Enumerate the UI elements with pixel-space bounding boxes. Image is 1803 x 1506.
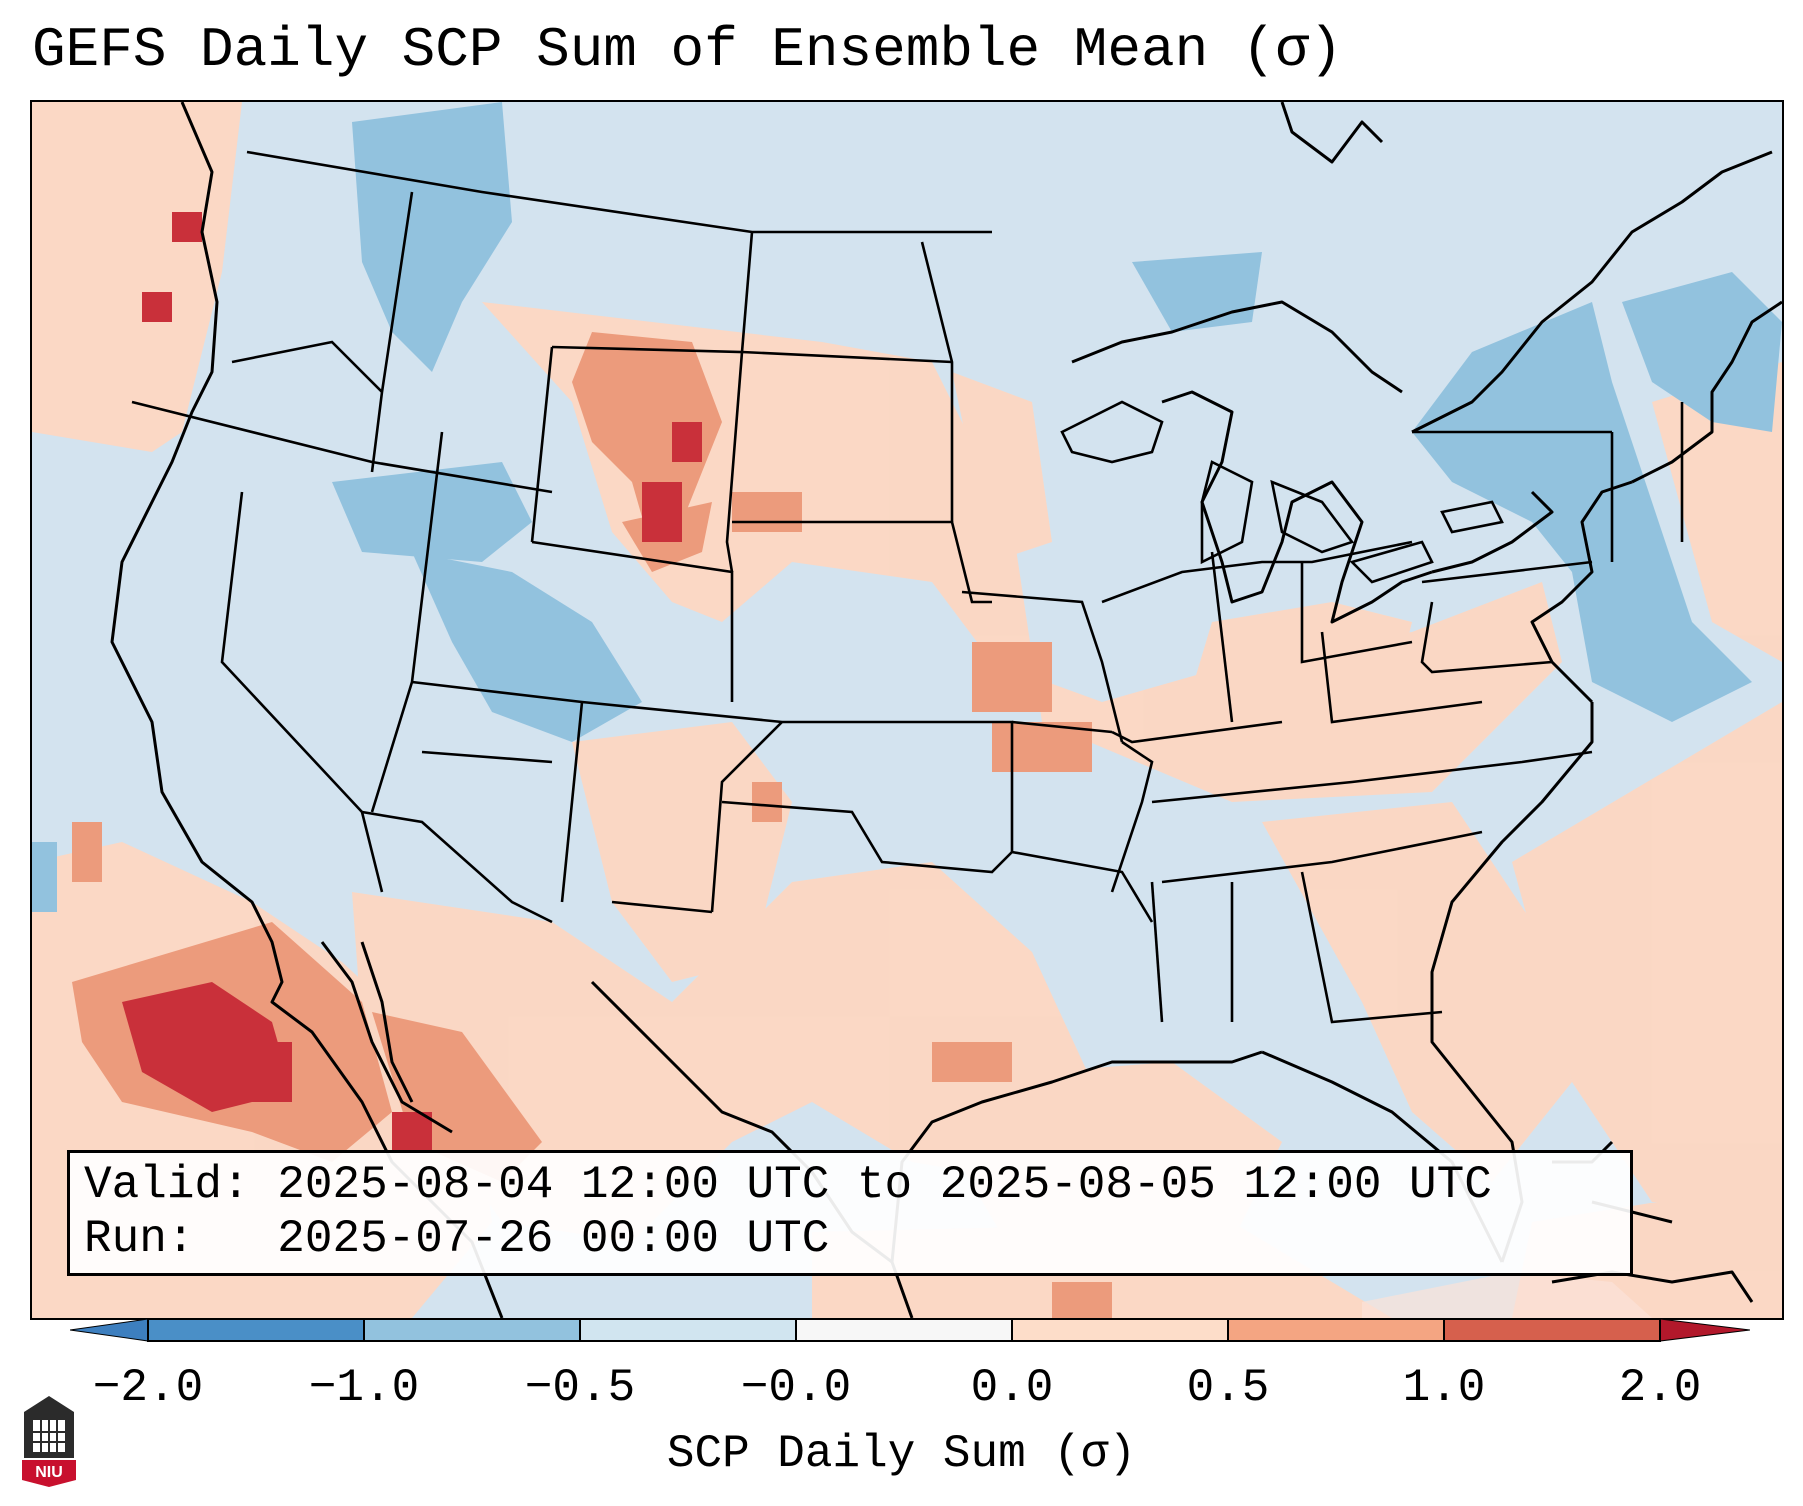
- colorbar: [70, 1318, 1750, 1342]
- colorbar-bin-1: [148, 1319, 364, 1341]
- valid-time-box: Valid: 2025-08-04 12:00 UTC to 2025-08-0…: [67, 1150, 1633, 1276]
- tick-label-1: −2.0: [92, 1362, 204, 1414]
- strong-positive-anomaly: [72, 332, 1112, 1318]
- colorbar-label: SCP Daily Sum (σ): [666, 1428, 1137, 1480]
- tick-label-2: −1.0: [308, 1362, 420, 1414]
- colorbar-bin-6: [1228, 1319, 1444, 1341]
- colorbar-extend-high: [1659, 1318, 1750, 1342]
- tick-label-3: −0.5: [524, 1362, 636, 1414]
- valid-range: 2025-08-04 12:00 UTC to 2025-08-05 12:00…: [277, 1159, 1492, 1211]
- valid-label: Valid:: [84, 1159, 250, 1211]
- tick-label-5: 0.0: [970, 1362, 1054, 1414]
- run-label: Run:: [84, 1213, 195, 1265]
- colorbar-bin-3: [580, 1319, 796, 1341]
- state-borders: [131, 150, 1684, 1024]
- peak-positive-anomaly: [122, 212, 702, 1152]
- niu-logo: NIU: [22, 1396, 76, 1487]
- run-time: 2025-07-26 00:00 UTC: [277, 1213, 830, 1265]
- tick-label-6: 0.5: [1186, 1362, 1270, 1414]
- chart-title: GEFS Daily SCP Sum of Ensemble Mean (σ): [32, 18, 1343, 82]
- valid-line: Valid: 2025-08-04 12:00 UTC to 2025-08-0…: [84, 1159, 1492, 1211]
- colorbar-bin-7: [1444, 1319, 1660, 1341]
- map-panel: [30, 100, 1784, 1320]
- colorbar-extend-low: [70, 1318, 149, 1342]
- niu-logo-text: NIU: [35, 1464, 63, 1481]
- colorbar-bin-2: [364, 1319, 580, 1341]
- tick-label-7: 1.0: [1402, 1362, 1486, 1414]
- colorbar-bin-5: [1012, 1319, 1228, 1341]
- run-line: Run: 2025-07-26 00:00 UTC: [84, 1213, 829, 1265]
- tick-label-8: 2.0: [1618, 1362, 1702, 1414]
- tick-label-4: −0.0: [740, 1362, 852, 1414]
- colorbar-bin-4: [796, 1319, 1012, 1341]
- great-lakes: [1060, 400, 1504, 584]
